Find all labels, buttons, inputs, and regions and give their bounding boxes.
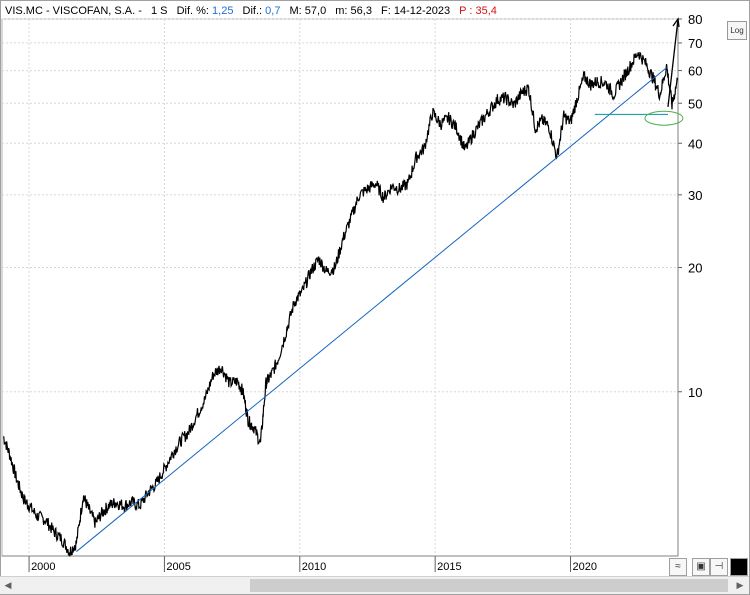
x-tick-label: 2020 <box>573 561 597 573</box>
scroll-thumb[interactable] <box>250 579 728 592</box>
y-tick-label: 80 <box>688 12 702 27</box>
x-tick-label: 2005 <box>166 561 190 573</box>
highlight-ellipse <box>644 110 684 126</box>
ticker-label: VIS.MC - VISCOFAN, S.A. - <box>5 5 142 17</box>
chart-header: VIS.MC - VISCOFAN, S.A. - 1 S Dif. %: 1,… <box>5 4 497 18</box>
x-tick-label: 2000 <box>31 561 55 573</box>
y-tick-label: 60 <box>688 64 702 79</box>
projection-arrow <box>667 18 679 107</box>
horizontal-scrollbar[interactable]: ◀ ▶ <box>0 576 749 594</box>
y-tick-label: 30 <box>688 188 702 203</box>
y-tick-label: 50 <box>688 96 702 111</box>
y-tick-label: 20 <box>688 261 702 276</box>
save-icon[interactable]: ▣ <box>692 558 710 576</box>
max-label: M: 57,0 <box>289 5 327 17</box>
p-label: P : 35,4 <box>459 5 497 17</box>
y-tick-label: 40 <box>688 136 702 151</box>
price-series-line <box>2 51 679 558</box>
dif-label: Dif.: <box>242 5 263 17</box>
min-label: m: 56,3 <box>335 5 372 17</box>
x-tick-label: 2010 <box>302 561 326 573</box>
projection-arrow-head <box>672 17 680 28</box>
y-tick-label: 70 <box>688 36 702 51</box>
color-swatch-icon[interactable] <box>730 558 748 576</box>
scroll-left-icon[interactable]: ◀ <box>4 580 12 590</box>
x-tick-label: 2015 <box>437 561 461 573</box>
y-tick-label: 10 <box>688 385 702 400</box>
log-scale-button[interactable]: Log <box>727 21 747 40</box>
dif-pct-label: Dif. %: <box>176 5 209 17</box>
dif-pct-value: 1,25 <box>212 5 234 17</box>
scroll-right-icon[interactable]: ▶ <box>736 580 744 590</box>
trendline <box>76 67 667 552</box>
date-label: F: 14-12-2023 <box>381 5 451 17</box>
timeframe-label: 1 S <box>150 5 168 17</box>
draw-tool-icon[interactable]: ≈ <box>669 558 687 576</box>
pin-icon[interactable]: ⊣ <box>710 558 728 576</box>
dif-value: 0,7 <box>265 5 281 17</box>
